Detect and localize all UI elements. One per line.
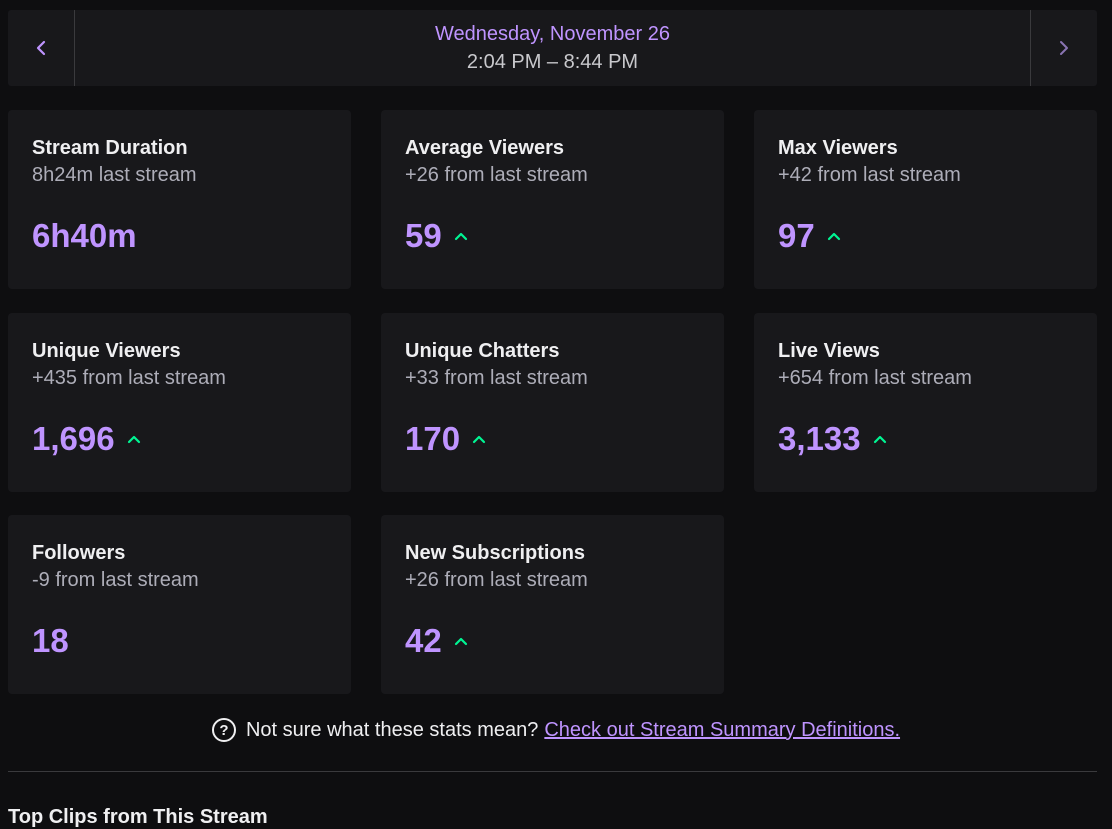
stat-card-live-views: Live Views +654 from last stream 3,133 xyxy=(754,313,1097,492)
stat-card-max-viewers: Max Viewers +42 from last stream 97 xyxy=(754,110,1097,289)
previous-stream-button[interactable] xyxy=(8,10,75,86)
card-value: 97 xyxy=(778,217,815,254)
trend-up-icon xyxy=(454,229,468,243)
stat-card-unique-viewers: Unique Viewers +435 from last stream 1,6… xyxy=(8,313,351,492)
card-value: 170 xyxy=(405,420,461,457)
card-comparison: +26 from last stream xyxy=(405,164,588,186)
card-comparison: +435 from last stream xyxy=(32,367,226,389)
stream-time-range: 2:04 PM – 8:44 PM xyxy=(466,51,639,73)
card-title: Average Viewers xyxy=(405,137,564,159)
top-clips-heading: Top Clips from This Stream xyxy=(8,806,268,828)
trend-up-icon xyxy=(472,432,486,446)
trend-up-icon xyxy=(827,229,841,243)
card-comparison: +33 from last stream xyxy=(405,367,588,389)
stat-card-followers: Followers -9 from last stream 18 xyxy=(8,515,351,694)
trend-up-icon xyxy=(873,432,887,446)
help-text: Not sure what these stats mean? xyxy=(245,718,539,741)
chevron-right-icon xyxy=(1060,41,1068,55)
stream-date: Wednesday, November 26 xyxy=(435,23,670,45)
stats-help: ? Not sure what these stats mean? Check … xyxy=(0,718,1112,742)
stat-card-unique-chatters: Unique Chatters +33 from last stream 170 xyxy=(381,313,724,492)
card-title: Live Views xyxy=(778,340,880,362)
card-title: Unique Chatters xyxy=(405,340,560,362)
trend-up-icon xyxy=(454,634,468,648)
card-comparison: 8h24m last stream xyxy=(32,164,197,186)
card-comparison: +42 from last stream xyxy=(778,164,961,186)
stat-card-average-viewers: Average Viewers +26 from last stream 59 xyxy=(381,110,724,289)
card-title: Followers xyxy=(32,542,126,564)
card-comparison: +26 from last stream xyxy=(405,569,588,591)
stat-card-stream-duration: Stream Duration 8h24m last stream 6h40m xyxy=(8,110,351,289)
next-stream-button[interactable] xyxy=(1030,10,1097,86)
trend-up-icon xyxy=(127,432,141,446)
card-comparison: +654 from last stream xyxy=(778,367,972,389)
date-navigator: Wednesday, November 26 2:04 PM – 8:44 PM xyxy=(8,10,1097,86)
stream-date-display: Wednesday, November 26 2:04 PM – 8:44 PM xyxy=(75,10,1030,86)
stream-summary-definitions-link[interactable]: Check out Stream Summary Definitions. xyxy=(544,718,901,741)
card-value: 1,696 xyxy=(32,420,115,457)
card-value: 6h40m xyxy=(32,217,137,254)
card-title: Stream Duration xyxy=(32,137,188,159)
card-value: 59 xyxy=(405,217,442,254)
card-value: 18 xyxy=(32,622,69,659)
stat-card-new-subscriptions: New Subscriptions +26 from last stream 4… xyxy=(381,515,724,694)
section-divider xyxy=(8,771,1097,772)
card-title: Max Viewers xyxy=(778,137,898,159)
question-circle-icon: ? xyxy=(211,718,236,742)
card-value: 42 xyxy=(405,622,442,659)
chevron-left-icon xyxy=(36,40,46,56)
card-value: 3,133 xyxy=(778,420,861,457)
card-comparison: -9 from last stream xyxy=(32,569,199,591)
card-title: New Subscriptions xyxy=(405,542,586,564)
card-title: Unique Viewers xyxy=(32,340,181,362)
